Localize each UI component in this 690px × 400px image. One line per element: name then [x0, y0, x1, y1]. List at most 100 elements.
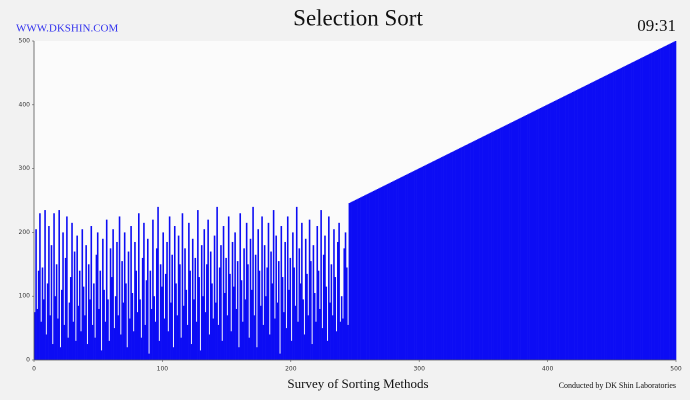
- bar: [397, 178, 399, 360]
- bar: [274, 318, 276, 360]
- bar: [596, 79, 598, 360]
- bar: [39, 213, 41, 360]
- bar: [259, 305, 262, 360]
- bar: [353, 200, 356, 360]
- bar: [584, 85, 587, 360]
- bar: [555, 100, 557, 361]
- bar: [565, 95, 568, 360]
- bar: [96, 232, 99, 360]
- bar: [548, 103, 551, 361]
- bar: [230, 331, 233, 360]
- bar: [263, 245, 266, 360]
- bar: [299, 283, 302, 360]
- bar: [155, 248, 158, 360]
- bar: [54, 296, 57, 360]
- bar: [384, 185, 387, 360]
- bar: [48, 226, 50, 360]
- bar: [403, 175, 406, 360]
- bar: [95, 254, 98, 360]
- bar: [304, 238, 307, 360]
- bar: [408, 173, 411, 360]
- x-tick-label: 500: [670, 366, 682, 373]
- bar: [45, 334, 48, 360]
- clock: 09:31: [637, 16, 676, 35]
- bar: [235, 308, 238, 360]
- bar: [225, 257, 227, 360]
- bar: [109, 248, 112, 360]
- bar: [494, 130, 497, 360]
- bar: [148, 353, 150, 360]
- bar: [660, 48, 663, 360]
- bar: [135, 270, 138, 360]
- bar: [575, 90, 578, 360]
- bar: [194, 257, 197, 360]
- bar: [604, 76, 606, 360]
- bar: [195, 321, 198, 360]
- bar: [509, 123, 511, 360]
- bar: [270, 251, 272, 360]
- bar: [529, 113, 532, 361]
- bar: [86, 344, 89, 360]
- bar: [222, 226, 225, 360]
- bar: [482, 136, 484, 360]
- bar: [670, 42, 673, 360]
- bar: [35, 229, 37, 360]
- bar: [53, 213, 55, 360]
- bar: [99, 270, 102, 360]
- bar: [303, 334, 306, 360]
- bar: [379, 187, 381, 360]
- bar: [36, 308, 39, 360]
- bar: [570, 92, 573, 360]
- bar: [411, 171, 414, 360]
- bar: [85, 245, 87, 360]
- bar: [104, 321, 107, 360]
- bar: [507, 123, 510, 360]
- bar: [111, 277, 113, 360]
- bar: [647, 54, 650, 360]
- bar: [410, 172, 412, 360]
- bar: [610, 72, 613, 361]
- bar: [78, 270, 81, 360]
- bar: [492, 131, 494, 360]
- bar: [130, 226, 132, 360]
- bar: [571, 92, 574, 360]
- bar: [238, 347, 240, 360]
- bar: [76, 235, 78, 360]
- bar: [479, 137, 482, 360]
- bar: [563, 96, 565, 361]
- bar: [475, 139, 478, 360]
- bar: [184, 248, 186, 360]
- bar: [140, 337, 143, 360]
- bar: [126, 347, 129, 360]
- bar: [343, 248, 346, 360]
- bar: [197, 210, 199, 360]
- bar: [663, 46, 665, 360]
- bar: [123, 232, 126, 360]
- bar: [420, 167, 423, 360]
- bar: [402, 176, 405, 360]
- bar: [301, 222, 303, 360]
- bar: [534, 110, 537, 361]
- bar: [496, 129, 498, 360]
- bar: [641, 57, 643, 360]
- bar: [206, 264, 208, 360]
- bar: [658, 49, 660, 360]
- bar: [136, 312, 139, 360]
- bar: [455, 150, 457, 360]
- bar: [519, 118, 521, 360]
- bar: [349, 202, 352, 360]
- bar: [483, 136, 485, 360]
- bar: [338, 222, 340, 360]
- bar: [267, 222, 270, 360]
- bar: [600, 78, 602, 360]
- bar: [141, 257, 144, 360]
- bar: [533, 111, 536, 361]
- bar: [399, 177, 402, 360]
- bar: [643, 56, 646, 360]
- bar: [460, 147, 462, 360]
- bar: [469, 143, 471, 360]
- bar: [441, 157, 443, 360]
- bar: [102, 238, 104, 360]
